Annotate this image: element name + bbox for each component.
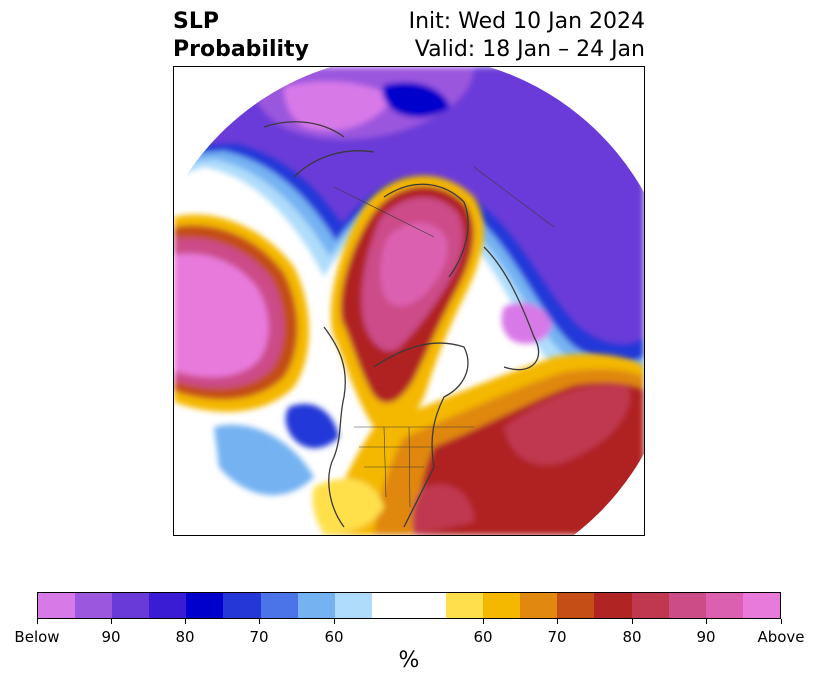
colorbar-tick (483, 619, 484, 624)
colorbar-segment (705, 593, 743, 618)
colorbar-segment (75, 593, 113, 618)
colorbar-segment (260, 593, 298, 618)
colorbar-tick (632, 619, 633, 624)
colorbar-segment (408, 593, 447, 618)
colorbar-tick (706, 619, 707, 624)
colorbar-segment (742, 593, 780, 618)
colorbar-units: % (398, 648, 420, 673)
colorbar-segment (297, 593, 335, 618)
colorbar-segment (334, 593, 372, 618)
valid-date-range: Valid: 18 Jan – 24 Jan (414, 37, 645, 62)
colorbar-tick (111, 619, 112, 624)
title-line-variable: SLP (173, 9, 219, 34)
colorbar-tick-label: 70 (249, 628, 269, 646)
colorbar-tick (37, 619, 38, 624)
chart-title: SLP Probability (173, 8, 309, 64)
colorbar-tick-label: 80 (175, 628, 195, 646)
colorbar-segment (631, 593, 669, 618)
colorbar-segment (371, 593, 409, 618)
colorbar-tick (781, 619, 782, 624)
colorbar-segment (446, 593, 484, 618)
colorbar-tick-label: 60 (473, 628, 493, 646)
colorbar-segment (223, 593, 261, 618)
above-normal-region (174, 175, 644, 535)
probability-map (174, 67, 644, 535)
colorbar-tick (185, 619, 186, 624)
colorbar-segment (557, 593, 595, 618)
colorbar-tick-label: Above (757, 628, 805, 646)
coastlines (263, 121, 540, 528)
colorbar-tick (334, 619, 335, 624)
colorbar (37, 592, 781, 619)
colorbar-segment (483, 593, 521, 618)
colorbar-tick (557, 619, 558, 624)
colorbar-tick-label: 90 (101, 628, 121, 646)
colorbar-segment (38, 593, 76, 618)
colorbar-segment (149, 593, 187, 618)
map-panel (173, 66, 645, 536)
borders (333, 166, 555, 508)
colorbar-segment (668, 593, 706, 618)
colorbar-tick (259, 619, 260, 624)
colorbar-segment (520, 593, 558, 618)
title-line-metric: Probability (173, 37, 309, 62)
colorbar-tick-label: Below (14, 628, 60, 646)
colorbar-tick-label: 90 (696, 628, 716, 646)
colorbar-segment (594, 593, 632, 618)
colorbar-tick-label: 60 (324, 628, 344, 646)
colorbar-tick-label: 70 (547, 628, 567, 646)
colorbar-segment (112, 593, 150, 618)
below-normal-region (174, 67, 644, 496)
init-date: Init: Wed 10 Jan 2024 (408, 9, 645, 34)
colorbar-segment (186, 593, 224, 618)
date-info: Init: Wed 10 Jan 2024 Valid: 18 Jan – 24… (409, 8, 645, 64)
colorbar-tick-label: 80 (622, 628, 642, 646)
